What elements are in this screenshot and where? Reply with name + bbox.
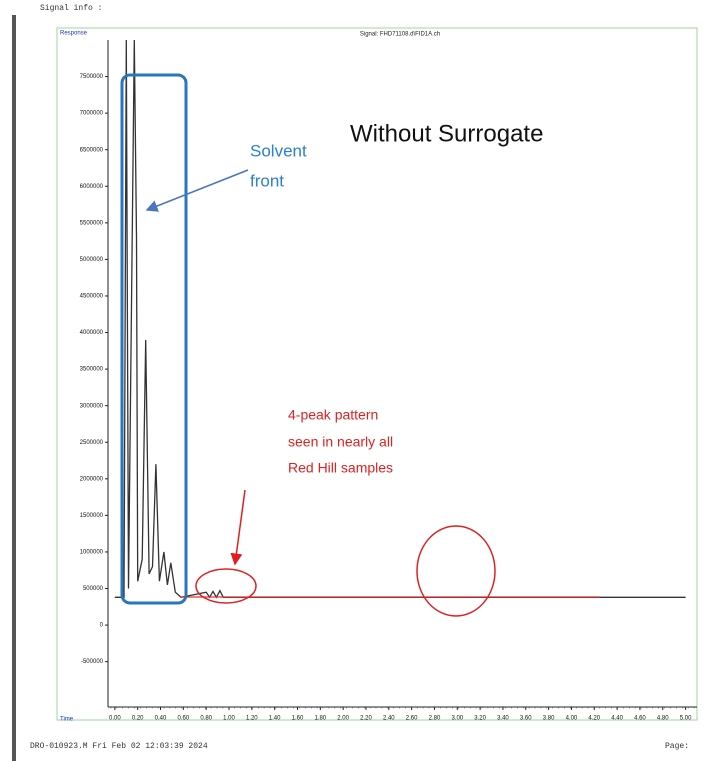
y-tick-label: 6000000 [80,184,104,190]
y-tick-label: 2500000 [80,440,104,446]
x-tick-label: 1.40 [269,716,281,722]
x-tick-label: 1.80 [314,716,326,722]
x-tick-label: 0.00 [109,716,121,722]
pattern-label: 4-peak pattern [288,407,378,423]
y-tick-label: 4000000 [80,330,104,336]
x-tick-label: 2.00 [337,716,349,722]
x-tick-label: 4.40 [611,716,623,722]
x-tick-label: 3.60 [520,716,532,722]
gap-circle [416,525,496,617]
y-tick-label: 7500000 [80,74,104,80]
plot-frame [56,27,698,721]
x-tick-label: 3.80 [543,716,555,722]
pattern-circle [195,568,257,604]
main-annotation: Without Surrogate [350,120,543,147]
x-tick-label: 3.20 [474,716,486,722]
y-tick-label: 5000000 [80,257,104,263]
x-tick-label: 0.40 [155,716,167,722]
pattern-label: Red Hill samples [288,460,393,476]
x-tick-label: 1.60 [292,716,304,722]
y-tick-label: 5500000 [80,220,104,226]
pattern-label: seen in nearly all [288,434,393,450]
x-tick-label: 4.80 [657,716,669,722]
solvent-label: Solvent [250,141,307,160]
left-bar [12,15,16,761]
pattern-arrow [230,489,246,566]
x-tick-label: 2.80 [429,716,441,722]
x-tick-label: 4.20 [588,716,600,722]
y-tick-label: 0 [100,623,104,629]
x-tick-label: 1.20 [246,716,258,722]
marks: -500000 0 500000 1000000 1500000 2000000 25000… [80,39,695,722]
solvent-box [120,73,188,605]
x-tick-label: 4.00 [566,716,578,722]
x-axis-label: Time [60,717,74,723]
y-tick-label: -500000 [81,659,104,665]
solvent-arrow [145,169,249,212]
y-tick-label: 2000000 [80,476,104,482]
x-tick-label: 2.40 [383,716,395,722]
y-tick-label: 6500000 [80,147,104,153]
x-tick-label: 0.20 [132,716,144,722]
x-tick-label: 3.40 [497,716,509,722]
y-tick-label: 1000000 [80,550,104,556]
footer-left: DRO-010923.M Fri Feb 02 12:03:39 2024 [30,742,208,751]
y-tick-label: 1500000 [80,513,104,519]
x-tick-label: 2.60 [406,716,418,722]
y-tick-label: 7000000 [80,111,104,117]
y-tick-label: 3500000 [80,367,104,373]
y-tick-label: 3000000 [80,403,104,409]
x-tick-label: 4.60 [634,716,646,722]
y-tick-label: 4500000 [80,294,104,300]
chart-title: Signal: FHD71108.d\FID1A.ch [360,32,440,38]
solvent-label: front [250,171,284,190]
footer-right: Page: [665,742,689,751]
trace [114,39,686,599]
x-tick-label: 0.60 [177,716,189,722]
x-tick-label: 0.80 [200,716,212,722]
header: Signal info : [40,4,102,13]
x-tick-label: 2.20 [360,716,372,722]
x-tick-label: 5.00 [680,716,692,722]
y-tick-label: 500000 [83,586,104,592]
x-tick-label: 1.00 [223,716,235,722]
y-axis-label: Response [60,31,88,37]
x-tick-label: 3.00 [451,716,463,722]
